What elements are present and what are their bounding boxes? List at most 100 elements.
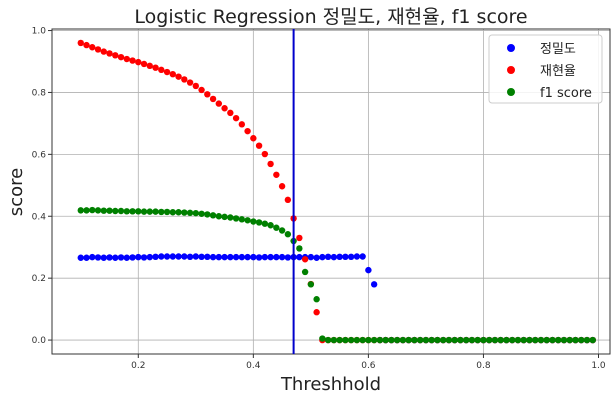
data-point [181,76,188,83]
data-point [152,253,159,261]
data-point [232,253,240,261]
data-point [140,60,148,68]
data-point [267,160,274,168]
legend-marker-recall [507,66,515,74]
data-point [123,55,130,63]
data-point [146,208,153,215]
data-point [307,253,315,261]
data-point [342,336,349,344]
data-point [347,336,355,344]
data-point [227,214,234,221]
data-point [359,253,366,260]
data-point [117,53,125,61]
data-point [313,296,320,303]
data-point [221,253,228,261]
data-point [365,336,372,344]
data-point [428,336,435,344]
data-point [324,253,332,261]
data-point [278,253,286,261]
data-point [215,253,223,261]
data-point [261,150,269,158]
y-axis-label: score [6,168,27,216]
data-point [439,336,447,344]
data-point [451,336,458,344]
legend: 정밀도 재현율 f1 score [488,34,603,104]
data-point [589,336,596,344]
data-point [186,209,194,217]
chart-title: Logistic Regression 정밀도, 재현율, f1 score [134,6,527,28]
data-point [296,245,303,252]
data-point [382,336,389,344]
data-point [221,213,228,221]
data-point [232,215,240,222]
plot-frame [51,28,611,355]
data-point [192,209,200,217]
legend-marker-precision [507,44,515,52]
data-point [83,207,90,214]
data-point [140,208,148,215]
data-point [94,46,102,53]
data-points [77,39,596,344]
x-tick-label: 0.6 [361,361,376,371]
legend-label-precision: 정밀도 [540,42,576,57]
data-point [532,336,539,344]
data-point [388,336,395,344]
data-point [163,253,171,260]
data-point [462,336,470,344]
data-point [89,253,96,261]
data-point [123,208,130,215]
data-point [135,58,142,66]
data-point [480,336,487,344]
data-point [140,254,148,261]
legend-marker-f1 [507,88,515,96]
data-point [123,254,130,261]
data-point [411,336,418,344]
data-point [215,213,223,220]
data-point [169,70,176,78]
data-point [186,253,194,261]
data-point [250,218,257,225]
data-point [468,336,476,344]
data-point [209,212,217,219]
data-point [566,336,573,344]
data-point [520,336,527,344]
data-point [232,114,240,122]
data-point [94,207,102,214]
data-point [227,109,234,117]
series-2 [77,206,596,344]
data-point [192,253,200,260]
data-point [77,254,84,261]
data-point [307,281,315,288]
data-point [106,207,113,214]
y-tick-label: 0.0 [32,336,47,346]
data-point [77,39,84,47]
data-point [215,100,223,107]
data-point [261,253,269,261]
data-point [175,209,182,216]
data-point [278,227,286,234]
data-point [169,253,176,260]
data-point [112,254,119,261]
data-point [181,253,188,260]
data-point [117,207,125,215]
data-point [244,217,251,224]
data-point [100,207,107,214]
data-point [238,216,246,223]
data-point [250,253,257,261]
data-point [486,336,493,344]
data-point [100,48,107,55]
data-point [353,253,361,260]
data-point [186,79,194,86]
data-point [313,309,320,316]
data-point [181,209,188,216]
axis-ticks: 0.2 0.4 0.6 0.8 1.0 0.0 0.2 0.4 0.6 0.8 1.0 [32,27,606,371]
data-point [77,207,84,214]
data-point [158,208,165,216]
data-point [163,68,171,76]
data-point [273,224,280,231]
y-tick-label: 1.0 [32,27,47,37]
data-point [209,253,217,261]
data-point [175,73,182,80]
data-point [503,336,510,344]
data-point [422,336,430,344]
